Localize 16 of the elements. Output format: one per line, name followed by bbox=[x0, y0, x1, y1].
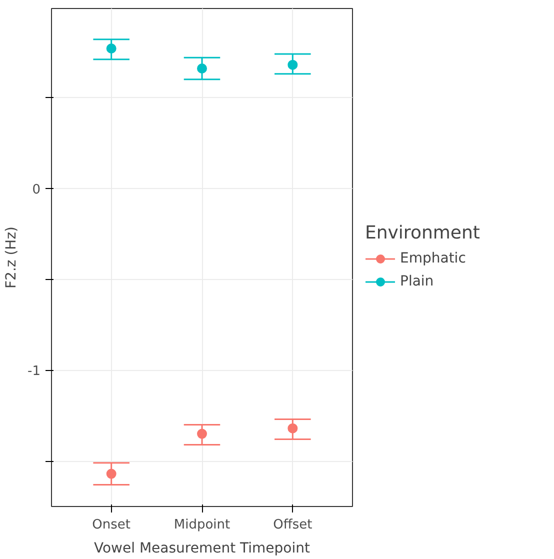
x-axis-title: Vowel Measurement Timepoint bbox=[94, 540, 311, 556]
point bbox=[197, 63, 207, 74]
x-tick-label: Onset bbox=[92, 518, 131, 532]
y-axis-title: F2.z (Hz) bbox=[4, 226, 20, 289]
point bbox=[197, 428, 207, 439]
x-tick-label: Midpoint bbox=[174, 518, 230, 532]
legend-label: Plain bbox=[400, 274, 434, 290]
legend-label: Emphatic bbox=[400, 250, 466, 266]
y-tick-label: -1 bbox=[28, 364, 41, 380]
point bbox=[106, 43, 116, 54]
point bbox=[106, 468, 116, 479]
point bbox=[288, 60, 298, 70]
point bbox=[288, 423, 298, 434]
x-tick-label: Offset bbox=[273, 518, 312, 532]
legend-title: Environment bbox=[365, 222, 480, 244]
y-tick-label: 0 bbox=[32, 182, 41, 198]
